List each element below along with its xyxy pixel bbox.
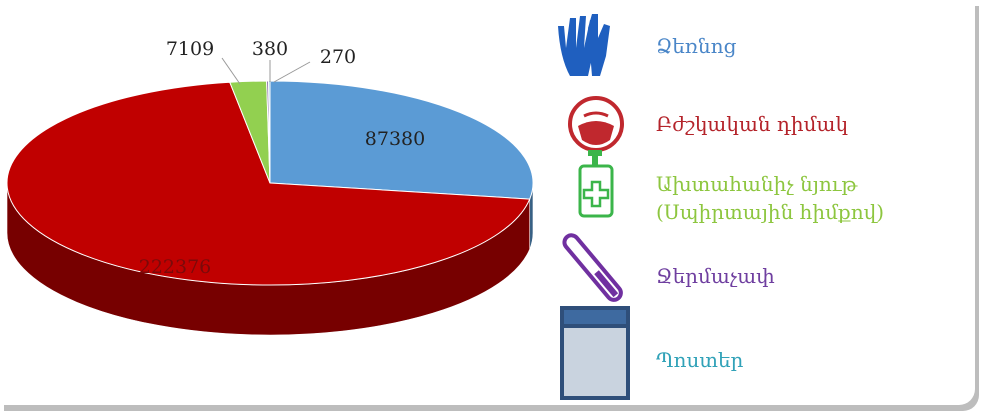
leader-line [221, 57, 241, 85]
pie-slice [269, 80, 534, 200]
thermometer-icon [562, 233, 623, 302]
legend-label: Պոստեր [656, 348, 744, 372]
legend-item: Ախտահանիչ նյութ (Սպիրտային հիմքով) [548, 150, 968, 240]
sanitizer-icon [578, 150, 614, 218]
pie-slice [6, 81, 531, 286]
legend-label: Ախտահանիչ նյութ (Սպիրտային հիմքով) [656, 172, 885, 224]
data-label: 380 [252, 38, 288, 60]
mask-icon [568, 96, 624, 152]
legend-label: Ձեռնոց [656, 34, 737, 58]
card: 87380 222376 7109 380 270 Ձեռնոց Բժշկական դի… [6, 8, 968, 402]
chart: 87380 222376 7109 380 270 [6, 38, 534, 336]
glove-icon [558, 14, 610, 76]
leader-line [273, 61, 311, 83]
data-label: 87380 [365, 128, 425, 150]
poster-icon [560, 306, 630, 400]
legend-item: Ձեռնոց [548, 8, 968, 84]
legend-label: Բժշկական դիմակ [656, 112, 849, 136]
legend-item: Ջերմաչափ [548, 232, 968, 308]
legend-item: Բժշկական դիմակ [548, 86, 968, 162]
data-label: 7109 [166, 38, 214, 60]
legend-label: Ջերմաչափ [656, 264, 775, 288]
data-label: 270 [320, 46, 356, 68]
legend-item: Պոստեր [548, 306, 968, 402]
data-label: 222376 [139, 256, 212, 278]
